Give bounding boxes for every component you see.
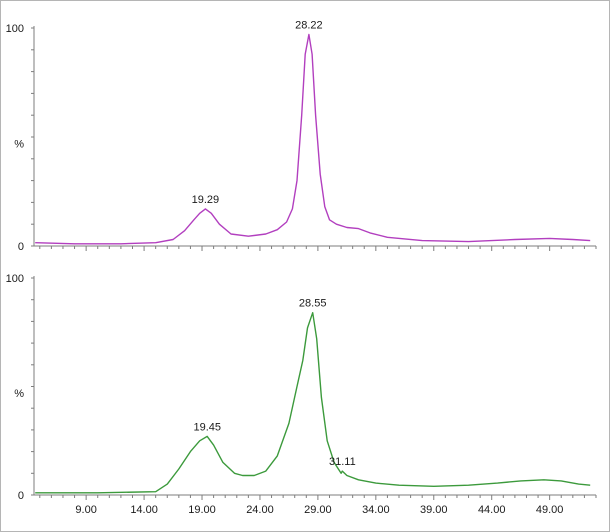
x-tick-label: 24.00 <box>246 504 274 516</box>
x-tick-label: 9.00 <box>75 504 96 516</box>
bottom-peak-label: 19.45 <box>193 421 221 433</box>
x-tick-label: 39.00 <box>420 504 448 516</box>
top-peak-label: 19.29 <box>192 194 220 206</box>
x-tick-label: 29.00 <box>304 504 332 516</box>
bottom-peak-label: 28.55 <box>299 298 327 310</box>
top-y-label-100: 100 <box>6 23 24 35</box>
bottom-trace-line <box>35 312 591 494</box>
top-trace-line <box>35 33 591 245</box>
x-tick-label: 14.00 <box>130 504 158 516</box>
top-y-label-percent: % <box>14 139 24 151</box>
bottom-y-label-100: 100 <box>6 273 24 285</box>
x-tick-label: 49.00 <box>536 504 564 516</box>
x-tick-label: 34.00 <box>362 504 390 516</box>
x-tick-label: 19.00 <box>188 504 216 516</box>
bottom-peak-label: 31.11 <box>329 456 356 468</box>
top-peak-label: 28.22 <box>295 20 323 32</box>
bottom-y-label-percent: % <box>14 388 24 400</box>
bottom-y-label-0: 0 <box>18 490 24 502</box>
x-tick-label: 44.00 <box>478 504 506 516</box>
top-y-label-0: 0 <box>18 241 24 253</box>
